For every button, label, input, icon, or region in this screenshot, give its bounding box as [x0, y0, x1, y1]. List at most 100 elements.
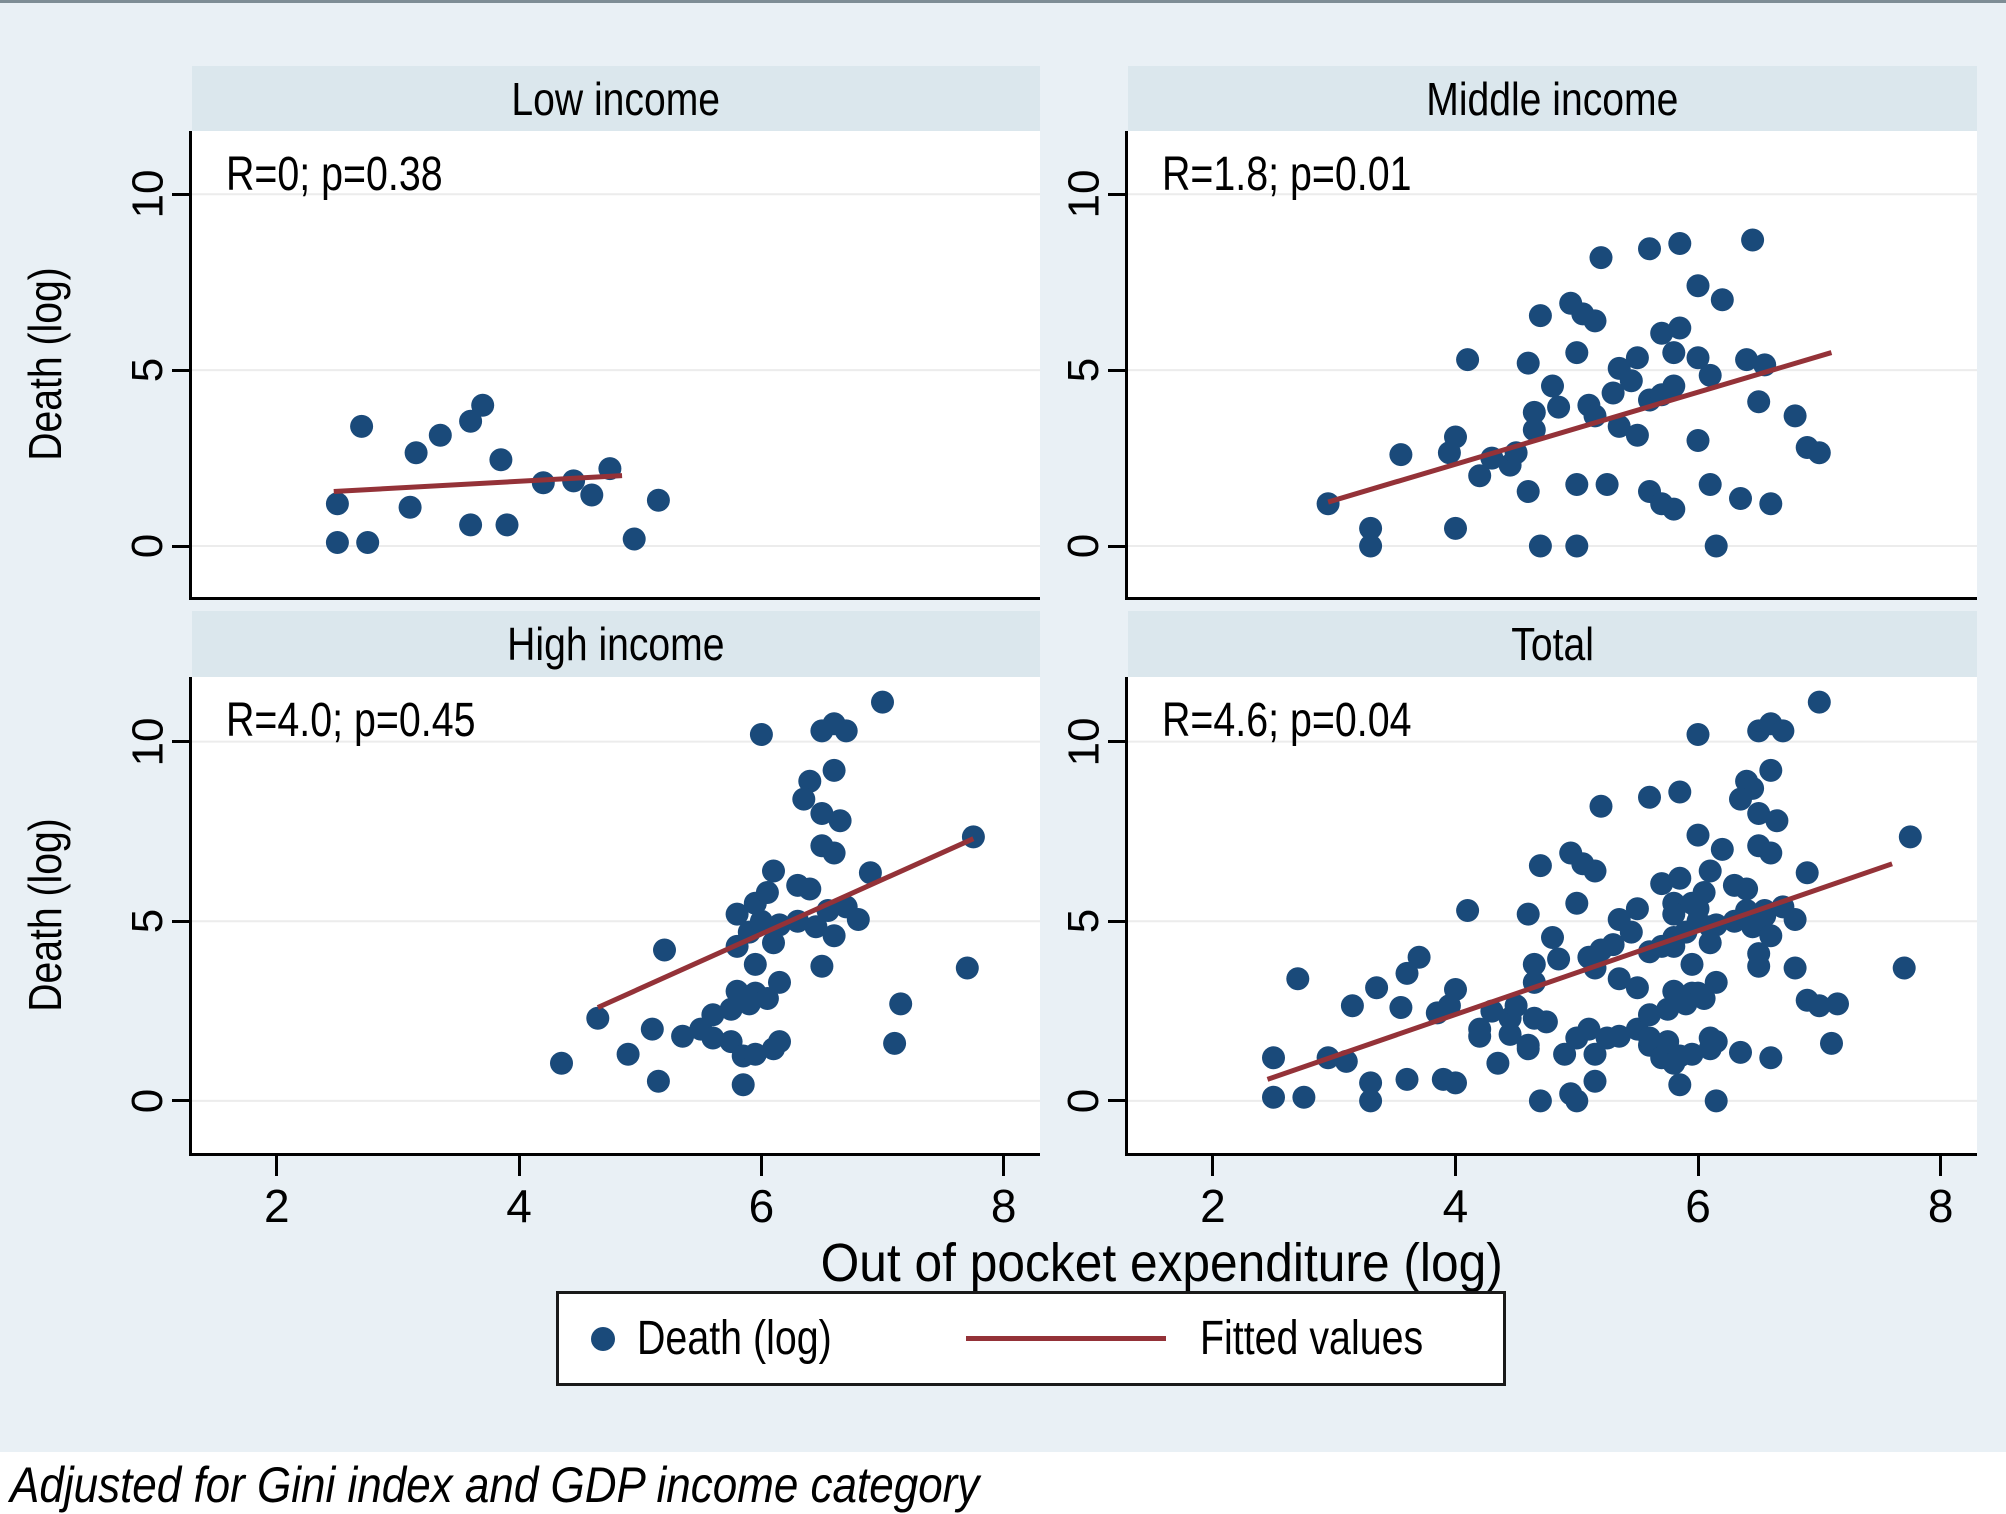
- panel-title-middle-income: Middle income: [1426, 72, 1679, 125]
- y-tick: [172, 919, 189, 923]
- data-point: [1395, 961, 1419, 985]
- data-point: [1783, 908, 1807, 931]
- y-tick-label: 0: [122, 1088, 172, 1114]
- annotation-low-income: R=0; p=0.38: [226, 147, 490, 202]
- data-point: [428, 423, 452, 447]
- x-tick: [1002, 1156, 1006, 1176]
- data-point: [1656, 997, 1680, 1021]
- data-point: [1820, 1031, 1843, 1055]
- y-tick-label: 10: [123, 169, 173, 219]
- data-point: [1807, 441, 1831, 465]
- data-point: [356, 531, 380, 554]
- data-point: [1704, 534, 1728, 558]
- data-point: [1262, 1085, 1285, 1109]
- data-point: [1522, 952, 1546, 976]
- data-point: [1407, 945, 1431, 969]
- legend: Death (log) Fitted values: [556, 1291, 1506, 1386]
- y-axis-line-total: [1125, 677, 1128, 1156]
- data-point: [1668, 780, 1692, 804]
- data-point: [1468, 464, 1492, 488]
- data-point: [1528, 304, 1552, 328]
- data-point: [1698, 931, 1722, 955]
- x-axis-line-low: [189, 597, 1040, 600]
- panel-title-total: Total: [1511, 618, 1594, 670]
- data-point: [1444, 1071, 1467, 1095]
- data-point: [1607, 967, 1631, 991]
- data-point: [1541, 926, 1564, 949]
- data-point: [1638, 785, 1661, 809]
- data-point: [1389, 996, 1413, 1019]
- data-point: [1589, 794, 1613, 818]
- data-point: [798, 877, 822, 901]
- data-point: [1516, 1033, 1540, 1057]
- data-point: [1553, 1042, 1577, 1066]
- data-point: [719, 997, 743, 1021]
- x-axis-line-total: [1125, 1153, 1977, 1156]
- data-point: [1735, 348, 1759, 372]
- annotation-text: R=0; p=0.38: [226, 148, 443, 201]
- data-point: [768, 970, 791, 994]
- y-tick: [172, 1099, 189, 1103]
- data-point: [1662, 902, 1686, 926]
- data-point: [883, 1031, 907, 1055]
- data-point: [1898, 825, 1922, 849]
- data-point: [1747, 954, 1771, 978]
- plot-area-high-income: 0 5 10 2 4 6 8: [123, 677, 1040, 1232]
- data-point: [1680, 952, 1704, 976]
- data-point: [1668, 866, 1692, 890]
- data-point: [1680, 1042, 1704, 1066]
- figure-footnote: Adjusted for Gini index and GDP income c…: [10, 1456, 1112, 1514]
- y-tick-label: 0: [1058, 1088, 1108, 1114]
- data-point: [701, 1003, 725, 1027]
- data-point: [1698, 363, 1722, 387]
- scatter-total: [1128, 690, 1977, 1113]
- data-point: [822, 841, 846, 865]
- data-point: [1528, 1089, 1552, 1113]
- data-point: [1565, 341, 1589, 365]
- data-point: [325, 492, 349, 516]
- data-point: [755, 881, 779, 904]
- y-axis-title-bottom-row: Death (log): [10, 755, 80, 1075]
- data-point: [1577, 1017, 1601, 1041]
- data-point: [1759, 492, 1783, 516]
- fitted-line: [596, 836, 975, 1010]
- data-point: [1607, 414, 1631, 438]
- data-point: [1625, 897, 1649, 921]
- data-point: [1522, 1006, 1546, 1030]
- data-point: [1771, 719, 1795, 743]
- data-point: [1668, 1073, 1692, 1097]
- data-point: [459, 409, 483, 433]
- data-point: [459, 513, 483, 537]
- panel-header-low-income: Low income: [192, 66, 1040, 131]
- y-tick: [172, 192, 189, 196]
- x-tick: [1453, 1156, 1457, 1176]
- data-point: [471, 393, 495, 417]
- data-point: [1795, 861, 1819, 885]
- y-tick: [1108, 1099, 1125, 1103]
- plot-area-low-income: 0 5 10: [123, 131, 1040, 597]
- data-point: [1650, 872, 1674, 896]
- data-point: [1729, 787, 1752, 811]
- x-tick-label: 2: [1200, 1180, 1226, 1232]
- y-tick: [1108, 544, 1125, 548]
- data-point: [550, 1051, 573, 1075]
- x-tick: [1939, 1156, 1943, 1176]
- data-point: [1395, 1067, 1419, 1091]
- y-tick: [172, 368, 189, 372]
- data-point: [1826, 992, 1849, 1016]
- data-point: [1668, 316, 1692, 340]
- x-tick: [1696, 1156, 1700, 1176]
- y-tick: [172, 544, 189, 548]
- data-point: [1686, 823, 1710, 847]
- y-tick: [1108, 740, 1125, 744]
- data-point: [1735, 769, 1759, 793]
- y-tick-label: 0: [1058, 533, 1108, 559]
- y-axis-line-middle: [1125, 131, 1128, 600]
- data-point: [822, 924, 846, 948]
- data-point: [804, 915, 828, 939]
- x-axis-line-high: [189, 1153, 1040, 1156]
- fitted-line: [1266, 861, 1893, 1082]
- x-tick-label: 8: [990, 1180, 1017, 1232]
- data-point: [1729, 1040, 1752, 1064]
